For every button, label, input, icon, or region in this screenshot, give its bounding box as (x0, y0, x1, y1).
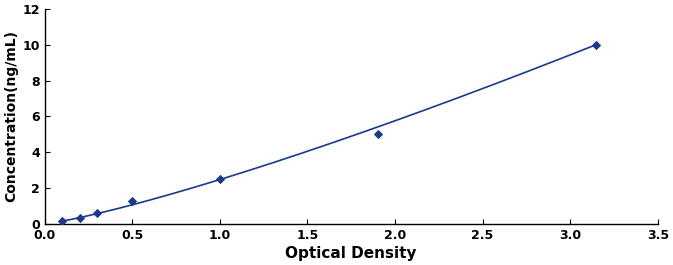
X-axis label: Optical Density: Optical Density (285, 246, 417, 261)
Y-axis label: Concentration(ng/mL): Concentration(ng/mL) (4, 30, 18, 202)
